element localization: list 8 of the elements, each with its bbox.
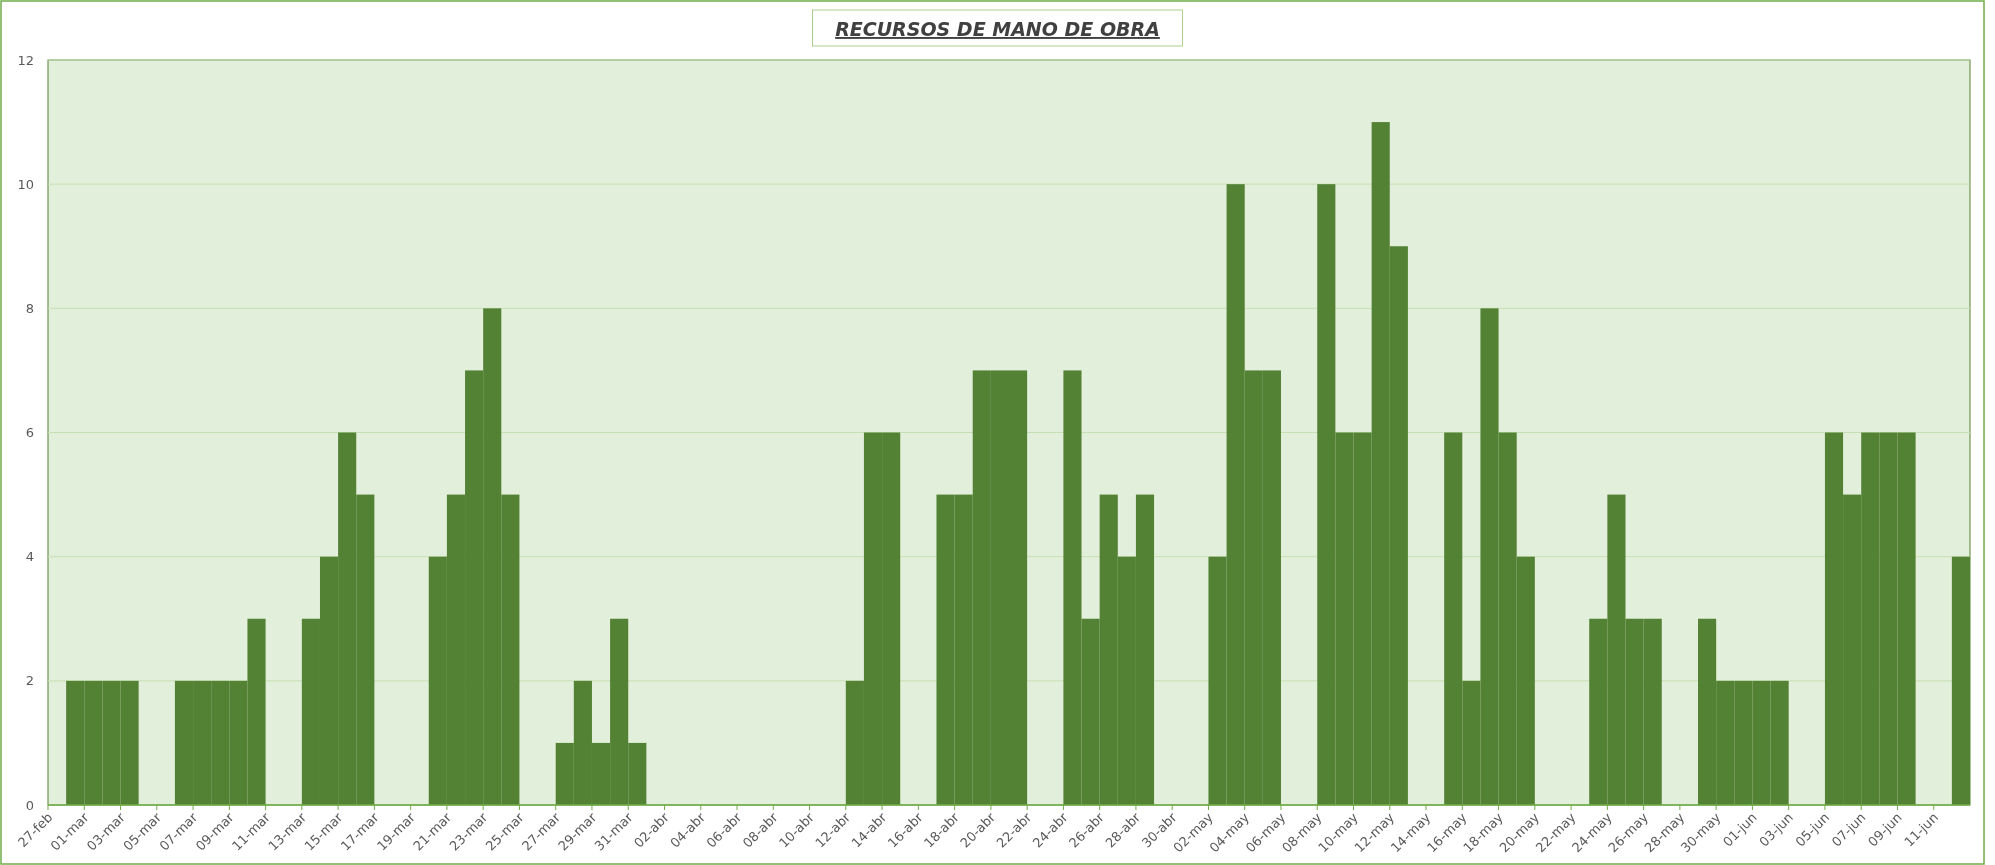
- y-tick-label: 6: [25, 425, 34, 441]
- y-tick-label: 12: [17, 52, 34, 68]
- y-tick-label: 2: [25, 673, 34, 689]
- y-tick-label: 4: [25, 549, 34, 565]
- y-tick-label: 0: [25, 797, 34, 813]
- y-tick-label: 10: [17, 176, 34, 192]
- y-tick-label: 8: [25, 300, 34, 316]
- chart-title: RECURSOS DE MANO DE OBRA: [835, 18, 1160, 40]
